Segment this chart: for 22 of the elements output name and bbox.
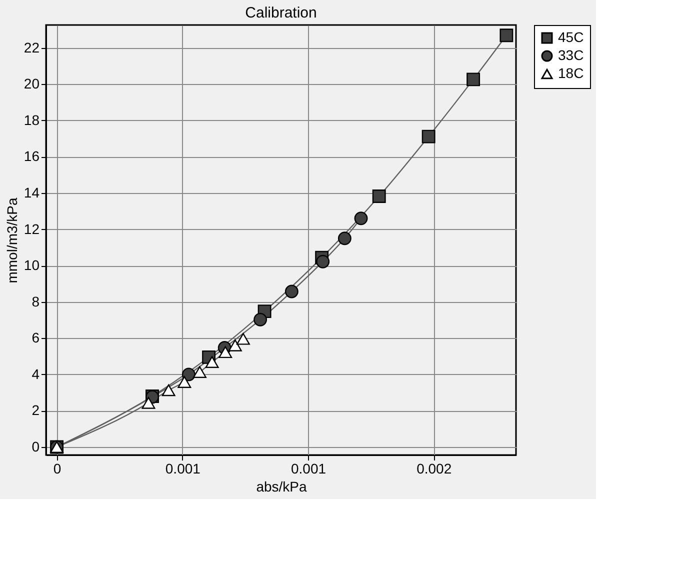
x-tick-label: 0.001 [165, 460, 201, 476]
x-tick-label: 0 [53, 460, 62, 476]
y-tick-label: 0 [32, 438, 40, 455]
y-tick-label: 2 [32, 402, 40, 418]
y-tick-label: 8 [32, 293, 40, 310]
y-tick-label: 22 [24, 39, 40, 56]
y-tick-label: 10 [24, 257, 40, 274]
y-tick-label: 14 [24, 184, 40, 201]
y-axis-title: mmol/m3/kPa [4, 198, 20, 284]
y-tick-label: 18 [24, 112, 40, 128]
legend-label: 45C [558, 29, 584, 45]
x-axis-title: abs/kPa [256, 478, 308, 494]
y-tick-label: 6 [32, 330, 40, 346]
legend-label: 33C [558, 47, 584, 63]
legend-label: 18C [558, 65, 584, 81]
x-tick-label: 0.002 [416, 460, 452, 476]
x-tick-label: 0.001 [290, 460, 326, 476]
y-tick-label: 4 [32, 366, 40, 382]
y-tick-label: 20 [24, 76, 40, 92]
y-tick-label: 16 [24, 148, 40, 164]
y-tick-label: 12 [24, 220, 40, 237]
chart-title: Calibration [245, 4, 317, 22]
